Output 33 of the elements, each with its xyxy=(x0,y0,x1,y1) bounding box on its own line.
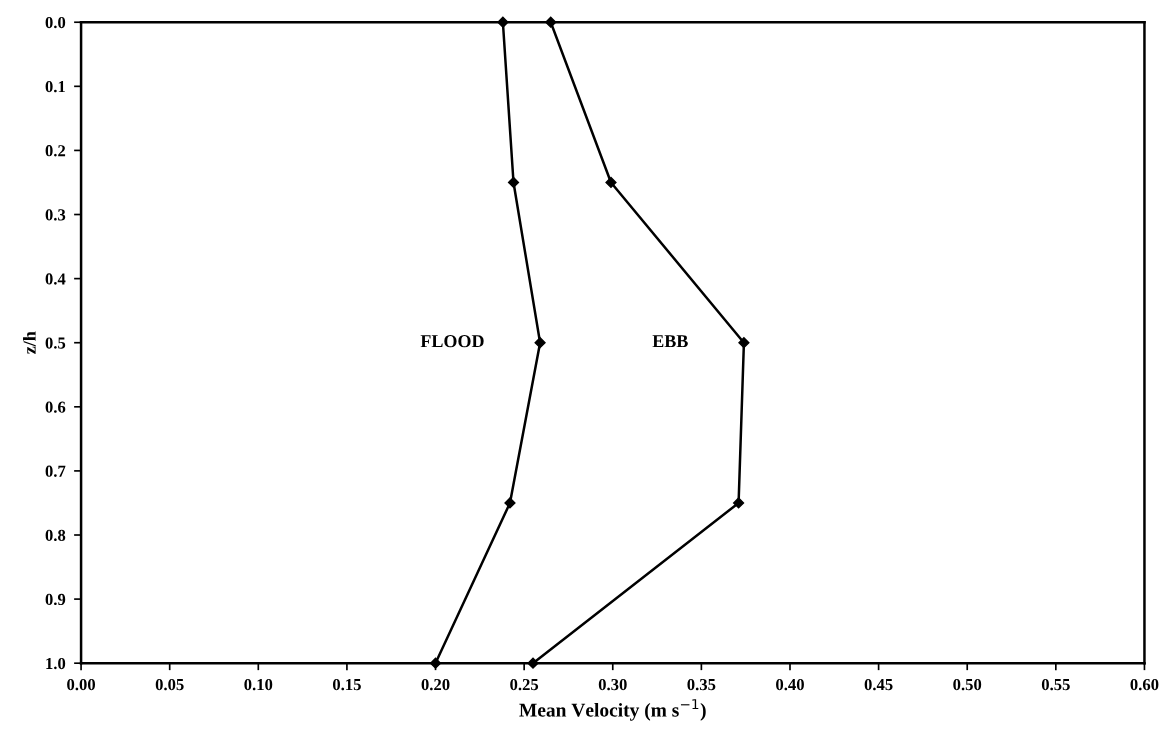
x-tick-label: 0.35 xyxy=(687,678,716,691)
y-tick-label: 0.1 xyxy=(45,81,65,93)
x-tick-label: 0.10 xyxy=(244,678,273,691)
x-tick-label: 0.15 xyxy=(332,678,361,691)
y-tick-label: 0.5 xyxy=(45,337,66,349)
y-tick-label: 0.0 xyxy=(45,16,66,29)
x-tick-label: 0.25 xyxy=(510,678,539,691)
y-tick-label: 0.8 xyxy=(45,529,66,542)
x-tick-label: 0.55 xyxy=(1041,678,1070,691)
point xyxy=(534,337,546,349)
x-tick-label: 0.45 xyxy=(864,678,893,691)
x-tick-label: 0.40 xyxy=(776,678,804,691)
x-tick-label: 0.50 xyxy=(953,678,982,691)
y-axis-title: z/h xyxy=(23,331,36,354)
y-tick-label: 1.0 xyxy=(46,657,66,670)
text: FLOOD xyxy=(420,335,484,348)
point xyxy=(507,176,520,189)
point xyxy=(732,497,745,509)
y-tick-label: 0.2 xyxy=(45,145,66,157)
y-tick-label: 0.9 xyxy=(45,593,66,606)
x-tick-label: 0.60 xyxy=(1130,678,1159,691)
y-tick-label: 0.6 xyxy=(45,401,66,413)
point xyxy=(738,337,750,349)
x-tick-label: 0.00 xyxy=(67,678,96,691)
x-tick-label: 0.30 xyxy=(598,678,627,691)
y-tick-label: 0.4 xyxy=(45,273,66,285)
x-tick-label: 0.20 xyxy=(421,678,450,691)
y-tick-label: 0.7 xyxy=(45,465,66,477)
x-tick-label: 0.05 xyxy=(155,678,184,691)
x-axis-title: Mean Velocity (m s$^{−1}$) xyxy=(519,699,706,721)
text: EBB xyxy=(652,335,688,348)
point xyxy=(605,176,617,189)
y-tick-label: 0.3 xyxy=(45,209,66,221)
